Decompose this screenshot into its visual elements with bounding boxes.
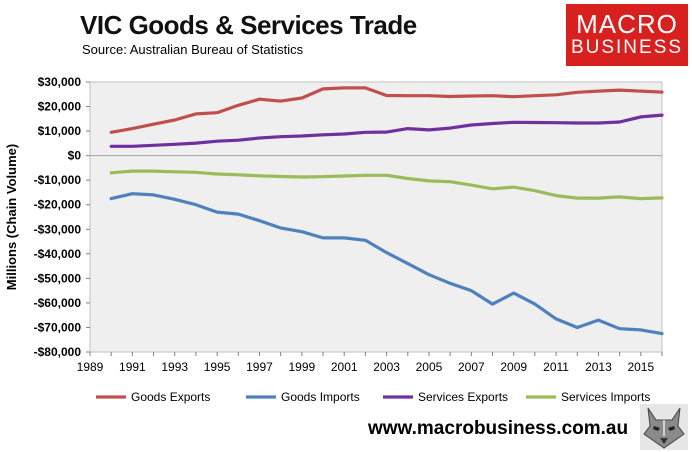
y-tick-label: $30,000 bbox=[38, 75, 82, 89]
x-tick-label: 2013 bbox=[585, 360, 612, 374]
legend-label: Goods Imports bbox=[281, 390, 360, 404]
x-tick-label: 2007 bbox=[458, 360, 485, 374]
y-tick-label: $20,000 bbox=[38, 100, 82, 114]
legend-label: Goods Exports bbox=[131, 390, 210, 404]
plot-area bbox=[89, 81, 663, 353]
wolf-icon bbox=[640, 404, 688, 450]
x-tick-label: 1989 bbox=[77, 360, 104, 374]
x-tick-label: 2001 bbox=[331, 360, 358, 374]
legend-label: Services Exports bbox=[418, 390, 508, 404]
y-tick-label: -$30,000 bbox=[34, 222, 82, 236]
y-tick-label: $0 bbox=[68, 149, 82, 163]
x-tick-label: 2015 bbox=[627, 360, 654, 374]
x-tick-label: 2003 bbox=[373, 360, 400, 374]
x-tick-label: 1999 bbox=[289, 360, 316, 374]
y-tick-label: -$60,000 bbox=[34, 296, 82, 310]
y-tick-label: -$40,000 bbox=[34, 247, 82, 261]
y-tick-label: -$70,000 bbox=[34, 320, 82, 334]
x-tick-label: 1997 bbox=[246, 360, 273, 374]
y-tick-label: -$80,000 bbox=[34, 345, 82, 359]
y-tick-label: $10,000 bbox=[38, 124, 82, 138]
y-tick-label: -$20,000 bbox=[34, 198, 82, 212]
logo-line-1: MACRO bbox=[576, 9, 678, 39]
legend-label: Services Imports bbox=[561, 390, 650, 404]
legend-item-services-exports: Services Exports bbox=[383, 390, 508, 404]
x-tick-label: 2009 bbox=[500, 360, 527, 374]
logo-line-2: BUSINESS bbox=[570, 37, 684, 58]
services-exports-line bbox=[109, 113, 664, 148]
x-tick-label: 1995 bbox=[204, 360, 231, 374]
goods-exports-line bbox=[109, 86, 664, 134]
chart-source: Source: Australian Bureau of Statistics bbox=[82, 42, 304, 57]
x-tick-label: 2005 bbox=[416, 360, 443, 374]
legend-item-goods-exports: Goods Exports bbox=[96, 390, 210, 404]
goods-imports-line bbox=[109, 192, 664, 336]
x-tick-label: 1991 bbox=[119, 360, 146, 374]
legend-item-goods-imports: Goods Imports bbox=[246, 390, 360, 404]
x-tick-label: 2011 bbox=[543, 360, 569, 374]
website-url: www.macrobusiness.com.au bbox=[368, 418, 629, 439]
y-tick-label: -$50,000 bbox=[34, 271, 82, 285]
y-axis-label: Millions (Chain Volume) bbox=[4, 144, 19, 290]
y-tick-label: -$10,000 bbox=[34, 173, 82, 187]
x-tick-label: 1993 bbox=[161, 360, 188, 374]
chart-title: VIC Goods & Services Trade bbox=[80, 10, 417, 40]
services-imports-line bbox=[109, 169, 664, 201]
macrobusiness-logo: MACRO BUSINESS bbox=[566, 4, 688, 66]
legend-item-services-imports: Services Imports bbox=[526, 390, 650, 404]
